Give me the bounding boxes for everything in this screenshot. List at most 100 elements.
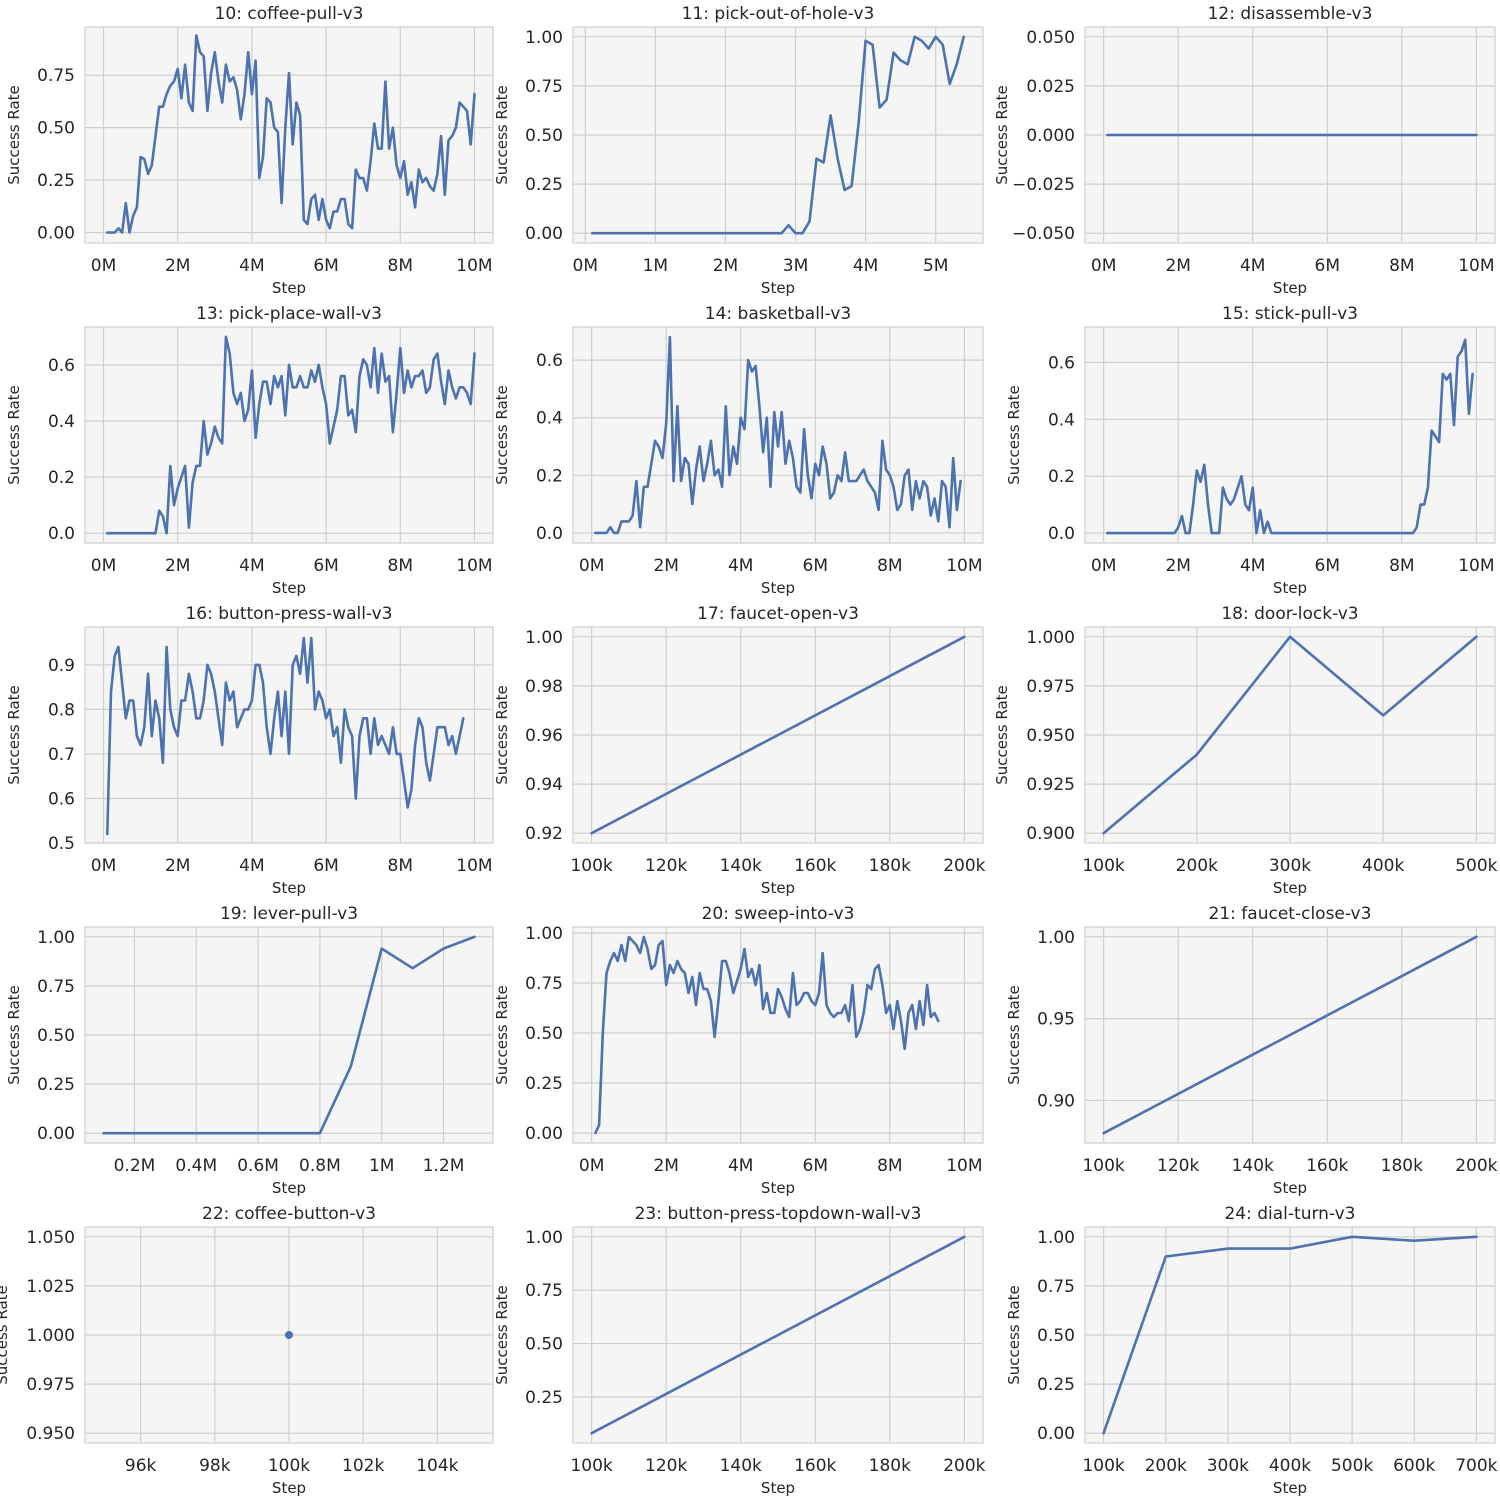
y-axis-label: Success Rate (993, 685, 1011, 785)
x-tick-label: 160k (794, 856, 836, 876)
y-tick-label: 0.25 (525, 175, 563, 195)
x-tick-label: 2M (653, 1156, 678, 1176)
y-tick-label: 0.50 (525, 126, 563, 146)
series-line (106, 636, 465, 836)
series-line (1102, 1235, 1478, 1435)
x-axis-label: Step (272, 1479, 306, 1497)
x-tick-label: 4M (728, 1156, 753, 1176)
x-tick-label: 4M (239, 256, 264, 276)
y-tick-label: 1.000 (26, 1326, 75, 1346)
x-axis-label: Step (272, 879, 306, 897)
x-axis-label: Step (1273, 279, 1307, 297)
x-tick-label: 8M (877, 1156, 902, 1176)
plot-area (572, 926, 984, 1144)
x-axis-label: Step (272, 1179, 306, 1197)
chart-title: 14: basketball-v3 (705, 304, 851, 324)
x-tick-label: 4M (728, 556, 753, 576)
y-tick-label: 0.50 (37, 1026, 75, 1046)
y-tick-label: 0.95 (1037, 1010, 1075, 1030)
y-tick-label: 0.50 (525, 1024, 563, 1044)
chart-title: 21: faucet-close-v3 (1209, 904, 1372, 924)
chart-title: 24: dial-turn-v3 (1224, 1204, 1355, 1224)
y-tick-label: 1.00 (525, 1228, 563, 1248)
x-axis-label: Step (761, 879, 795, 897)
x-tick-label: 8M (1389, 256, 1414, 276)
y-tick-label: 0.25 (525, 1388, 563, 1408)
x-tick-label: 0M (91, 256, 116, 276)
x-tick-label: 100k (1082, 1156, 1124, 1176)
y-tick-label: 0.2 (536, 466, 563, 486)
x-tick-label: 140k (720, 1456, 762, 1476)
y-tick-label: 0.8 (48, 700, 75, 720)
x-axis-label: Step (272, 279, 306, 297)
x-tick-label: 2M (1165, 556, 1190, 576)
x-tick-label: 96k (125, 1456, 157, 1476)
series-line (1102, 935, 1478, 1135)
y-tick-label: 0.0 (536, 524, 563, 544)
y-tick-label: 0.90 (1037, 1091, 1075, 1111)
y-tick-label: −0.050 (1012, 224, 1075, 244)
y-tick-label: 0.92 (525, 824, 563, 844)
y-tick-label: 0.6 (48, 356, 75, 376)
series-line (590, 1235, 966, 1435)
y-axis-label: Success Rate (0, 1285, 11, 1385)
plot-area (1084, 1226, 1496, 1444)
x-tick-label: 4M (239, 856, 264, 876)
x-tick-label: 6M (803, 556, 828, 576)
y-tick-label: 0.050 (1026, 28, 1075, 48)
x-tick-label: 120k (1157, 1156, 1199, 1176)
y-tick-label: 0.975 (1026, 677, 1075, 697)
x-tick-label: 500k (1455, 856, 1497, 876)
x-tick-label: 6M (313, 856, 338, 876)
y-tick-label: 0.025 (1026, 77, 1075, 97)
x-tick-label: 6M (313, 256, 338, 276)
x-tick-label: 6M (313, 556, 338, 576)
y-tick-label: 1.050 (26, 1228, 75, 1248)
plot-area (1084, 626, 1496, 844)
x-axis-label: Step (272, 579, 306, 597)
x-tick-label: 2M (1165, 256, 1190, 276)
y-tick-label: −0.025 (1012, 175, 1075, 195)
series-line (1102, 635, 1478, 835)
y-tick-label: 0.900 (1026, 824, 1075, 844)
y-tick-label: 0.9 (48, 656, 75, 676)
x-axis-label: Step (761, 279, 795, 297)
plot-area (84, 326, 494, 544)
x-tick-label: 10M (1458, 256, 1494, 276)
y-tick-label: 1.00 (1037, 928, 1075, 948)
x-tick-label: 2M (713, 256, 738, 276)
y-tick-label: 0.6 (1048, 354, 1075, 374)
x-axis-label: Step (1273, 1479, 1307, 1497)
x-axis-label: Step (1273, 1179, 1307, 1197)
x-tick-label: 4M (1240, 556, 1265, 576)
x-tick-label: 0.2M (114, 1156, 156, 1176)
y-tick-label: 0.75 (37, 66, 75, 86)
x-tick-label: 0.4M (175, 1156, 217, 1176)
y-axis-label: Success Rate (493, 385, 511, 485)
x-tick-label: 98k (199, 1456, 231, 1476)
x-tick-label: 6M (803, 1156, 828, 1176)
data-point (285, 1331, 293, 1339)
chart-title: 15: stick-pull-v3 (1222, 304, 1358, 324)
x-tick-label: 10M (456, 856, 492, 876)
x-axis-label: Step (1273, 579, 1307, 597)
y-tick-label: 1.025 (26, 1277, 75, 1297)
x-tick-label: 300k (1207, 1456, 1249, 1476)
x-tick-label: 0M (91, 556, 116, 576)
y-axis-label: Success Rate (493, 985, 511, 1085)
y-tick-label: 0.00 (525, 1124, 563, 1144)
series-line (594, 935, 940, 1135)
x-tick-label: 102k (342, 1456, 384, 1476)
y-tick-label: 0.00 (37, 224, 75, 244)
x-tick-label: 4M (239, 556, 264, 576)
y-tick-label: 1.00 (525, 924, 563, 944)
x-tick-label: 200k (1455, 1156, 1497, 1176)
y-tick-label: 0.50 (1037, 1326, 1075, 1346)
chart-title: 10: coffee-pull-v3 (215, 4, 364, 24)
y-tick-label: 0.50 (525, 1335, 563, 1355)
